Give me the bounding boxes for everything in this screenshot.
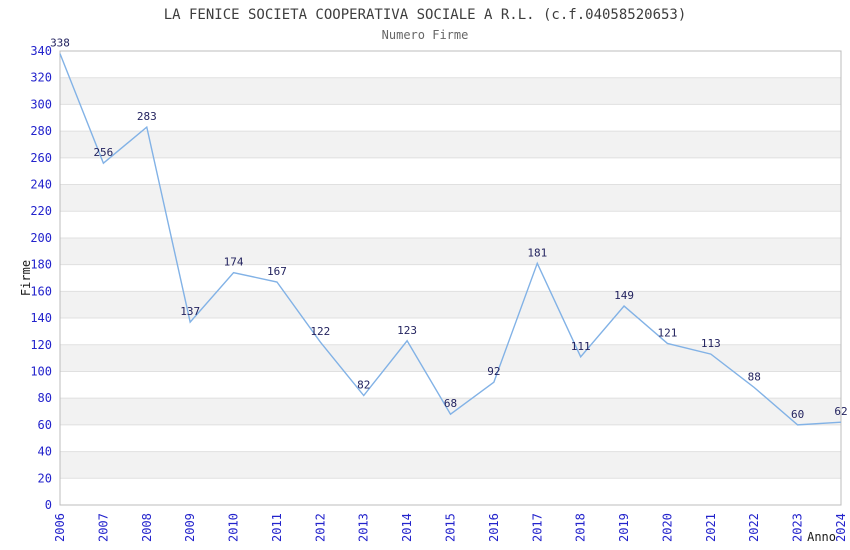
plot-band (60, 398, 841, 425)
data-label: 121 (658, 326, 678, 339)
series-line (59, 53, 842, 426)
x-tick-label: 2014 (400, 513, 414, 542)
x-tick-label: 2021 (704, 513, 718, 542)
data-label: 82 (357, 379, 370, 392)
data-label: 113 (701, 337, 721, 350)
x-tick-label: 2008 (140, 513, 154, 542)
plot-border (59, 50, 842, 506)
x-axis-title: Anno (807, 530, 836, 544)
data-label: 123 (397, 324, 417, 337)
x-tick-label: 2015 (444, 513, 458, 542)
y-tick-label: 20 (38, 471, 52, 485)
x-tick-label: 2012 (313, 513, 327, 542)
y-tick-label: 160 (30, 284, 52, 298)
data-label: 149 (614, 289, 634, 302)
y-tick-label: 80 (38, 391, 52, 405)
x-tick-label: 2018 (574, 513, 588, 542)
plot-band (60, 451, 841, 479)
x-tick-label: 2016 (487, 513, 501, 542)
data-label: 181 (527, 246, 547, 259)
data-label: 256 (93, 146, 113, 159)
y-axis-title: Firme (19, 260, 33, 296)
chart-title: LA FENICE SOCIETA COOPERATIVA SOCIALE A … (163, 7, 687, 23)
data-label: 111 (571, 340, 591, 353)
y-tick-label: 0 (45, 498, 52, 512)
y-tick-label: 180 (30, 258, 52, 272)
plot-band (60, 131, 841, 158)
y-tick-label: 240 (30, 178, 52, 192)
y-tick-label: 60 (38, 418, 52, 432)
y-tick-label: 260 (30, 151, 52, 165)
x-tick-label: 2006 (53, 513, 67, 542)
y-tick-label: 280 (30, 124, 52, 138)
data-label: 338 (50, 37, 70, 50)
y-tick-label: 320 (30, 71, 52, 85)
x-tick-label: 2024 (834, 513, 848, 542)
data-label: 68 (444, 397, 457, 410)
data-label: 60 (791, 408, 804, 421)
x-tick-label: 2020 (660, 513, 674, 542)
x-tick-label: 2022 (747, 513, 761, 542)
y-tick-label: 220 (30, 204, 52, 218)
data-label: 283 (137, 110, 157, 123)
y-tick-label: 100 (30, 364, 52, 378)
y-tick-label: 200 (30, 231, 52, 245)
y-tick-label: 40 (38, 445, 52, 459)
plot-band (60, 291, 841, 319)
x-tick-label: 2019 (617, 513, 631, 542)
plot-band (60, 184, 841, 212)
data-label: 122 (310, 325, 330, 338)
plot-band (60, 344, 841, 372)
plot-band (60, 77, 841, 105)
plot-band (60, 237, 841, 265)
data-label: 137 (180, 305, 200, 318)
data-label: 88 (748, 370, 761, 383)
data-label: 62 (834, 405, 847, 418)
y-tick-label: 300 (30, 97, 52, 111)
x-tick-label: 2007 (96, 513, 110, 542)
x-tick-label: 2017 (530, 513, 544, 542)
data-label: 167 (267, 265, 287, 278)
chart-subtitle: Numero Firme (381, 28, 469, 42)
x-tick-label: 2023 (791, 513, 805, 542)
y-tick-label: 120 (30, 338, 52, 352)
x-tick-label: 2013 (357, 513, 371, 542)
y-tick-label: 140 (30, 311, 52, 325)
x-tick-label: 2011 (270, 513, 284, 542)
y-tick-label: 340 (30, 44, 52, 58)
x-tick-label: 2009 (183, 513, 197, 542)
data-label: 92 (487, 365, 500, 378)
x-tick-label: 2010 (227, 513, 241, 542)
data-label: 174 (224, 256, 244, 269)
